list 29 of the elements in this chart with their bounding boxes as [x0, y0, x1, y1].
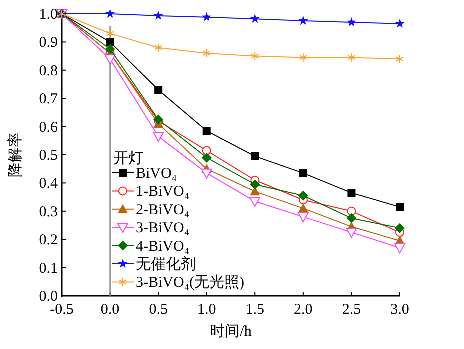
- y-axis-title: 降解率: [7, 132, 24, 178]
- legend-label: 3-BiVO₄(无光照): [136, 274, 245, 292]
- legend-label: 3-BiVO₄: [136, 220, 190, 237]
- x-tick-label: 3.0: [390, 302, 410, 318]
- x-axis-title: 时间/h: [210, 323, 252, 340]
- y-tick-label: 0.8: [39, 63, 58, 80]
- legend-label: 1-BiVO₄: [136, 184, 190, 200]
- y-tick-label: 0.1: [39, 260, 58, 277]
- y-tick-label: 0.9: [39, 35, 58, 52]
- x-tick-label: 1.5: [246, 302, 265, 318]
- y-tick-label: 0.0: [39, 289, 58, 305]
- x-tick-label: 0.5: [149, 302, 168, 318]
- y-tick-label: 0.5: [39, 148, 58, 164]
- legend-label: BiVO₄: [136, 166, 178, 182]
- legend-label: 4-BiVO₄: [136, 238, 190, 255]
- x-tick-label: -0.5: [50, 302, 74, 318]
- y-tick-label: 0.2: [39, 232, 58, 249]
- x-tick-label: 1.0: [197, 302, 216, 318]
- y-tick-label: 0.6: [39, 120, 58, 136]
- x-tick-label: 2.5: [342, 302, 362, 318]
- ref-line-label: 开灯: [113, 150, 144, 167]
- y-tick-label: 0.4: [39, 176, 58, 192]
- x-tick-label: 0.0: [100, 302, 120, 318]
- y-tick-label: 1.0: [39, 7, 58, 23]
- y-tick-label: 0.3: [39, 204, 58, 220]
- legend-label: 无催化剂: [136, 256, 196, 273]
- legend-label: 2-BiVO₄: [136, 202, 190, 218]
- y-tick-label: 0.7: [39, 92, 58, 108]
- x-tick-label: 2.0: [294, 302, 313, 318]
